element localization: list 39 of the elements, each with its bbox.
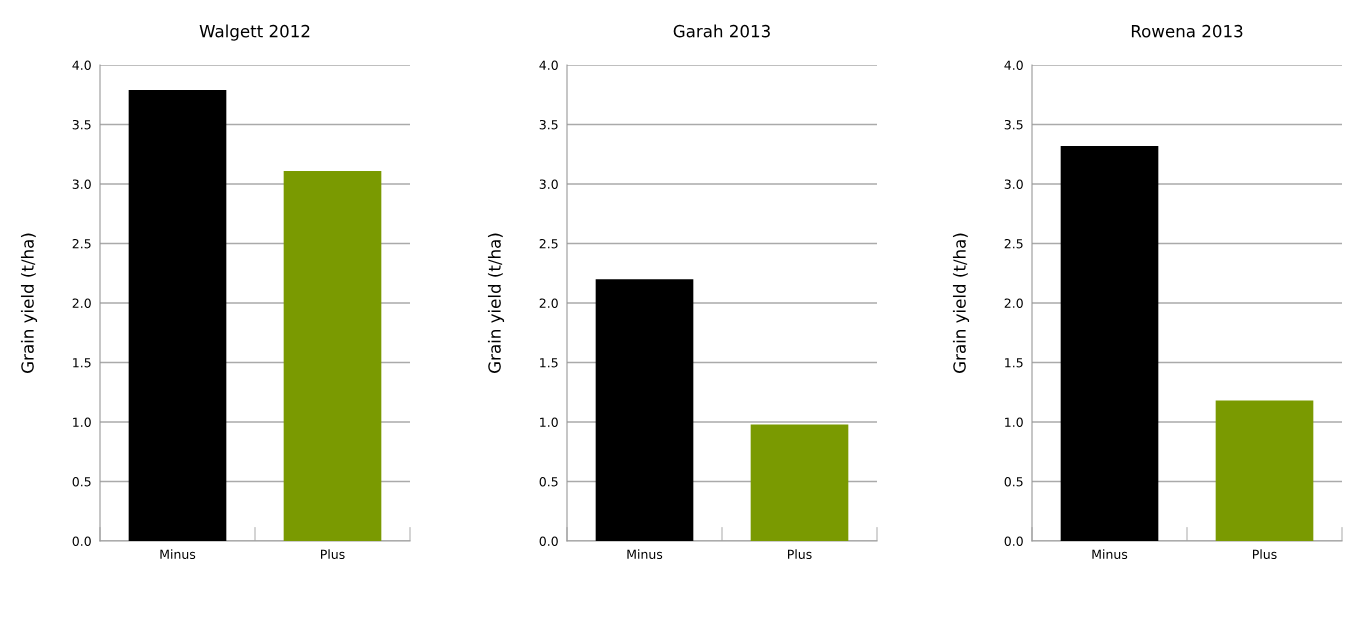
x-tick-label: Minus (1092, 549, 1128, 560)
y-tick-label: 2.5 (72, 238, 91, 249)
y-tick-label: 0.0 (1004, 536, 1023, 546)
y-axis-title: Grain yield (t/ha) (487, 233, 505, 373)
y-tick-label: 0.5 (1004, 476, 1023, 487)
x-tick-label: Plus (321, 549, 345, 560)
y-tick-label: 2.5 (1004, 238, 1023, 249)
y-tick-label: 4.0 (539, 60, 558, 70)
y-tick-label: 3.5 (1004, 119, 1023, 130)
x-tick-label: Plus (1253, 549, 1277, 560)
chart-title: Walgett 2012 (199, 24, 310, 41)
y-tick-label: 2.0 (1004, 298, 1023, 308)
chart-title: Garah 2013 (673, 24, 770, 38)
y-tick-label: 3.5 (72, 119, 91, 130)
y-tick-label: 3.0 (72, 179, 91, 189)
y-tick-label: 4.0 (72, 60, 91, 70)
y-tick-label: 3.5 (539, 119, 558, 130)
y-tick-label: 1.0 (540, 417, 558, 427)
y-tick-label: 3.0 (1004, 179, 1023, 189)
y-tick-label: 2.0 (72, 298, 91, 308)
y-tick-label: 2.0 (539, 298, 558, 308)
y-tick-label: 1.5 (73, 358, 91, 368)
chart-title: Rowena 2013 (1131, 24, 1243, 38)
y-axis-title: Grain yield (t/ha) (20, 233, 38, 373)
x-tick-label: Plus (788, 549, 812, 560)
y-tick-label: 1.0 (73, 417, 91, 427)
y-axis-title: Grain yield (t/ha) (952, 233, 970, 373)
x-tick-label: Minus (160, 549, 196, 560)
y-tick-label: 3.0 (539, 179, 558, 189)
y-tick-label: 0.0 (72, 536, 91, 546)
y-tick-label: 4.0 (1004, 60, 1023, 70)
y-tick-label: 0.5 (72, 476, 91, 487)
y-tick-label: 0.0 (539, 536, 558, 546)
y-tick-label: 0.5 (539, 476, 558, 487)
y-tick-label: 1.5 (540, 358, 558, 368)
y-tick-label: 1.0 (1005, 417, 1023, 427)
x-tick-label: Minus (627, 549, 663, 560)
y-tick-label: 1.5 (1005, 358, 1023, 368)
y-tick-label: 2.5 (539, 238, 558, 249)
